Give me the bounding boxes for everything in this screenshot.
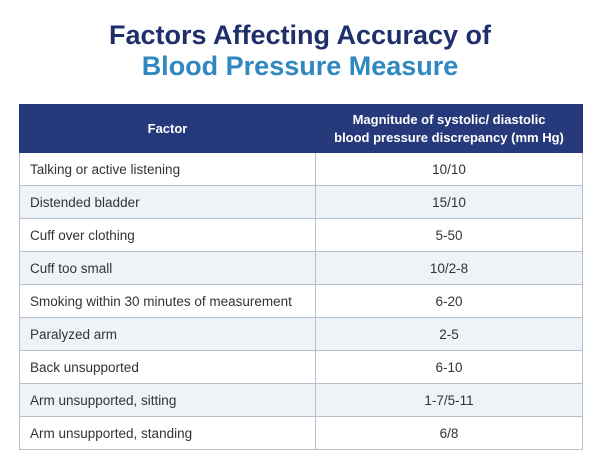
factor-cell: Paralyzed arm <box>19 317 316 351</box>
magnitude-cell: 6-20 <box>315 284 583 318</box>
magnitude-cell: 1-7/5-11 <box>315 383 583 417</box>
magnitude-cell: 6/8 <box>315 416 583 450</box>
table-row: Smoking within 30 minutes of measurement… <box>19 284 583 318</box>
magnitude-cell: 5-50 <box>315 218 583 252</box>
factor-cell: Cuff too small <box>19 251 316 285</box>
table-row: Cuff over clothing 5-50 <box>19 218 583 252</box>
factor-cell: Arm unsupported, standing <box>19 416 316 450</box>
magnitude-cell: 15/10 <box>315 185 583 219</box>
magnitude-cell: 6-10 <box>315 350 583 384</box>
table-row: Cuff too small 10/2-8 <box>19 251 583 285</box>
header-magnitude-text: Magnitude of systolic/ diastolic blood p… <box>334 111 564 145</box>
table-header-row: Factor Magnitude of systolic/ diastolic … <box>19 104 583 153</box>
title-line-2: Blood Pressure Measure <box>141 51 459 81</box>
magnitude-cell: 10/2-8 <box>315 251 583 285</box>
factor-cell: Distended bladder <box>19 185 316 219</box>
header-factor: Factor <box>19 104 316 153</box>
table-row: Arm unsupported, sitting 1-7/5-11 <box>19 383 583 417</box>
table-row: Distended bladder 15/10 <box>19 185 583 219</box>
factor-cell: Cuff over clothing <box>19 218 316 252</box>
table-row: Back unsupported 6-10 <box>19 350 583 384</box>
magnitude-cell: 10/10 <box>315 152 583 186</box>
factor-cell: Back unsupported <box>19 350 316 384</box>
header-magnitude: Magnitude of systolic/ diastolic blood p… <box>315 104 583 153</box>
factors-table: Factor Magnitude of systolic/ diastolic … <box>19 104 583 450</box>
factor-cell: Talking or active listening <box>19 152 316 186</box>
table-row: Paralyzed arm 2-5 <box>19 317 583 351</box>
magnitude-cell: 2-5 <box>315 317 583 351</box>
title-line-1: Factors Affecting Accuracy of <box>108 20 492 50</box>
factor-cell: Smoking within 30 minutes of measurement <box>19 284 316 318</box>
factor-cell: Arm unsupported, sitting <box>19 383 316 417</box>
table-row: Arm unsupported, standing 6/8 <box>19 416 583 450</box>
table-row: Talking or active listening 10/10 <box>19 152 583 186</box>
